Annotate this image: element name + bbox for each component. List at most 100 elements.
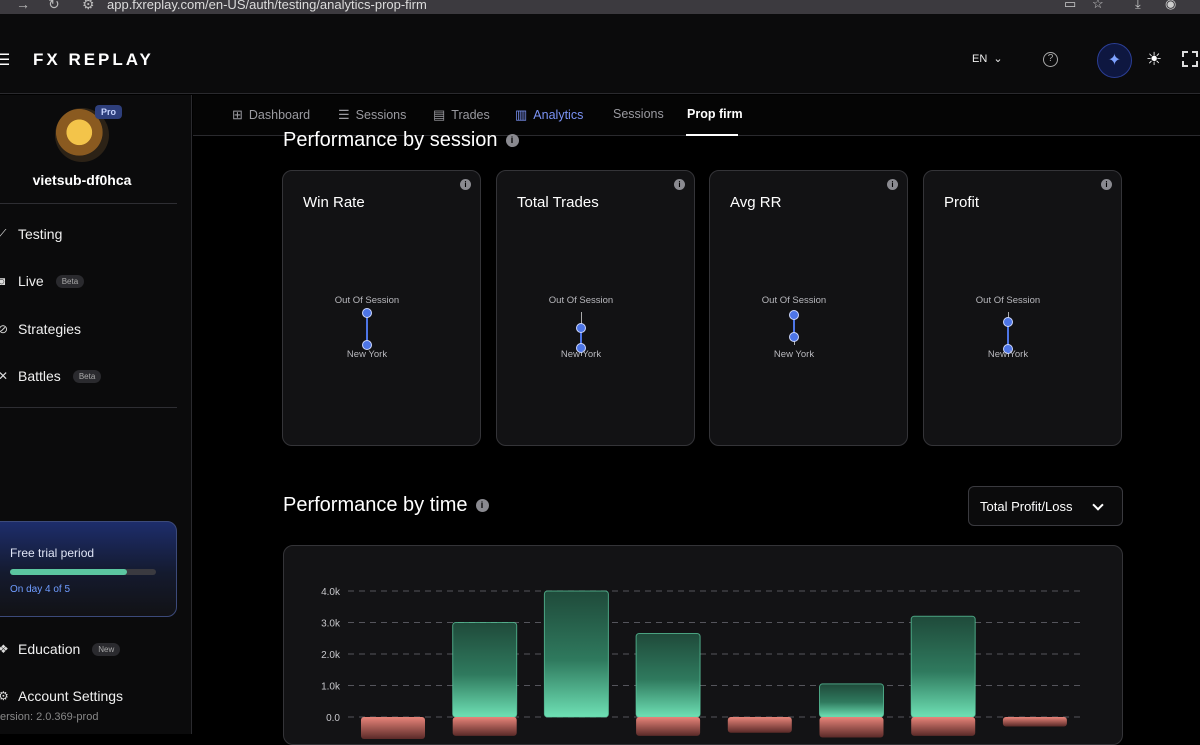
tab-prop-firm[interactable]: Prop firm [687, 107, 743, 121]
pro-badge: Pro [95, 105, 123, 119]
chart-line-icon: ⟋ [0, 226, 7, 241]
divider [0, 407, 177, 408]
metric-dropdown[interactable]: Total Profit/Loss [968, 486, 1123, 526]
address-bar[interactable]: app.fxreplay.com/en-US/auth/testing/anal… [107, 0, 427, 12]
profile-icon[interactable]: ◉ [1165, 0, 1177, 11]
session-label-bottom: New York [773, 349, 815, 360]
section-title-time: Performance by time i [283, 494, 489, 517]
sidebar-item-live[interactable]: ◙ Live Beta [0, 273, 85, 289]
sidebar-item-education[interactable]: ❖ Education New [0, 641, 121, 657]
tab-label: Sessions [613, 107, 664, 121]
session-label-top: Out Of Session [761, 295, 827, 306]
loss-bar[interactable] [1002, 717, 1067, 727]
info-icon[interactable]: i [475, 499, 489, 512]
free-trial-card[interactable]: Free trial period On day 4 of 5 [0, 521, 177, 617]
loss-bar[interactable] [452, 717, 517, 736]
beta-badge: Beta [55, 274, 85, 288]
profit-bar[interactable] [452, 622, 518, 718]
profit-bar[interactable] [910, 615, 976, 718]
data-point[interactable] [789, 310, 799, 320]
range-line [366, 313, 368, 345]
theme-toggle-icon[interactable]: ☀ [1146, 49, 1163, 69]
reload-icon[interactable]: ↻ [48, 0, 60, 12]
y-tick-label: 2.0k [321, 650, 341, 661]
session-label-bottom: New York [560, 349, 602, 360]
sidebar: Pro vietsub-df0hca ⟋ Testing ◙ Live Beta… [0, 95, 192, 734]
sidebar-item-label: Strategies [18, 321, 82, 337]
data-point[interactable] [1003, 344, 1013, 354]
bar-chart-icon: ▥ [515, 107, 528, 122]
card-title: Total Trades [517, 194, 599, 211]
sidebar-item-label: Battles [18, 368, 61, 384]
tab-analytics[interactable]: ▥ Analytics [515, 107, 583, 123]
app-header: ☰ FX REPLAY EN ⌄ ? ✦ ☀ [0, 14, 1200, 94]
sidebar-item-battles[interactable]: ✕ Battles Beta [0, 368, 102, 384]
tab-trades[interactable]: ▤ Trades [433, 107, 490, 123]
chevron-down-icon [1092, 499, 1104, 511]
sidebar-item-label: Account Settings [18, 688, 124, 704]
data-point[interactable] [789, 332, 799, 342]
info-icon[interactable]: i [674, 179, 685, 190]
loss-bar[interactable] [361, 717, 425, 740]
loss-bar[interactable] [911, 717, 976, 736]
sidebar-item-label: Education [18, 641, 81, 657]
camera-icon: ◙ [0, 274, 6, 288]
session-card: Total Trades i Out Of Session New York [496, 170, 695, 446]
install-icon[interactable]: ▭ [1064, 0, 1077, 11]
menu-icon[interactable]: ☰ [0, 52, 11, 69]
logo[interactable]: FX REPLAY [33, 50, 154, 69]
loss-bar[interactable] [636, 717, 701, 736]
card-title: Avg RR [730, 194, 782, 211]
fullscreen-icon[interactable] [1182, 51, 1198, 67]
trial-subtitle: On day 4 of 5 [10, 584, 71, 595]
range-line [580, 328, 582, 348]
data-point[interactable] [576, 323, 586, 333]
data-point[interactable] [576, 343, 586, 353]
y-tick-label: 4.0k [321, 587, 341, 598]
browser-toolbar: → ↻ ⚙ app.fxreplay.com/en-US/auth/testin… [0, 0, 1200, 14]
tab-label: Trades [451, 108, 490, 122]
sidebar-item-strategies[interactable]: ⊘ Strategies [0, 321, 81, 337]
list-icon: ☰ [338, 107, 350, 122]
back-arrow-icon[interactable]: → [16, 0, 30, 12]
beta-badge: Beta [72, 369, 102, 383]
session-label-top: Out Of Session [334, 295, 400, 306]
ai-assistant-button[interactable]: ✦ [1097, 43, 1132, 78]
sidebar-item-account-settings[interactable]: ⚙ Account Settings [0, 688, 123, 704]
help-icon[interactable]: ? [1043, 52, 1058, 67]
data-point[interactable] [1003, 317, 1013, 327]
swords-icon: ✕ [0, 369, 9, 383]
divider [0, 203, 177, 204]
grid-icon: ⊞ [232, 107, 243, 122]
tab-label: Sessions [355, 108, 407, 122]
session-card: Avg RR i Out Of Session New York [709, 170, 908, 446]
card-title: Win Rate [303, 194, 365, 211]
tab-sessions-analytics[interactable]: Sessions [613, 107, 664, 121]
range-line [793, 315, 795, 337]
tab-sessions[interactable]: ☰ Sessions [338, 107, 406, 123]
section-title-session: Performance by session i [283, 129, 519, 152]
download-icon[interactable]: ⤓ [1135, 0, 1141, 11]
tab-dashboard[interactable]: ⊞ Dashboard [232, 107, 310, 123]
info-icon[interactable]: i [505, 134, 519, 147]
sidebar-item-label: Testing [18, 226, 63, 242]
info-icon[interactable]: i [460, 179, 471, 190]
loss-bar[interactable] [727, 717, 792, 733]
sidebar-item-testing[interactable]: ⟋ Testing [0, 226, 62, 242]
loss-bar[interactable] [819, 717, 884, 738]
performance-by-time-chart: 4.0k 3.0k 2.0k 1.0k 0.0 [283, 545, 1123, 745]
profit-bar[interactable] [635, 633, 701, 718]
bookmark-star-icon[interactable]: ☆ [1092, 0, 1104, 11]
version-text: ersion: 2.0.369-prod [0, 711, 99, 723]
info-icon[interactable]: i [887, 179, 898, 190]
session-label-top: Out Of Session [975, 295, 1041, 306]
info-icon[interactable]: i [1101, 179, 1112, 190]
data-point[interactable] [362, 308, 372, 318]
profit-bar[interactable] [543, 590, 609, 718]
language-selector[interactable]: EN ⌄ [972, 53, 1003, 65]
profit-bar[interactable] [819, 683, 884, 718]
site-settings-icon[interactable]: ⚙ [82, 0, 95, 12]
book-icon: ❖ [0, 642, 9, 656]
y-tick-label: 0.0 [326, 713, 340, 724]
data-point[interactable] [362, 340, 372, 350]
